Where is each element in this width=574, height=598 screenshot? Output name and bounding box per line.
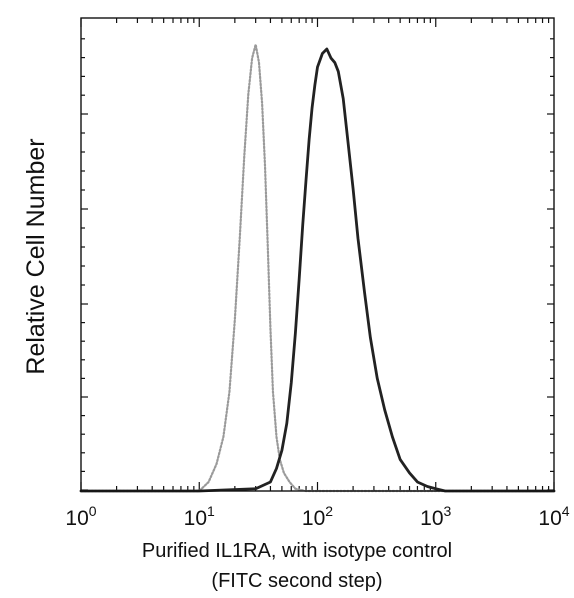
- x-tick-label-base: 10: [184, 507, 207, 530]
- plot-frame: [80, 17, 555, 492]
- series-il1ra-line: [79, 47, 556, 493]
- x-tick-label-exponent: 2: [325, 503, 333, 519]
- x-tick-label: 103: [420, 503, 451, 530]
- y-axis-label: Relative Cell Number: [22, 138, 50, 374]
- x-axis-label-line-1: Purified IL1RA, with isotype control: [142, 540, 452, 562]
- x-tick-label-exponent: 1: [207, 503, 215, 519]
- x-tick-label-exponent: 0: [89, 503, 97, 519]
- series-isotype-control-line: [79, 43, 556, 493]
- x-tick-label: 102: [302, 503, 333, 530]
- x-tick-label-base: 10: [538, 507, 561, 530]
- x-axis-label-line-2: (FITC second step): [211, 570, 382, 592]
- x-tick-label: 104: [538, 503, 569, 530]
- x-tick-label-exponent: 4: [562, 503, 570, 519]
- x-tick-label-exponent: 3: [444, 503, 452, 519]
- x-tick-label-base: 10: [420, 507, 443, 530]
- x-tick-label: 101: [184, 503, 215, 530]
- x-tick-label-base: 10: [65, 507, 88, 530]
- x-tick-label: 100: [65, 503, 96, 530]
- x-tick-label-base: 10: [302, 507, 325, 530]
